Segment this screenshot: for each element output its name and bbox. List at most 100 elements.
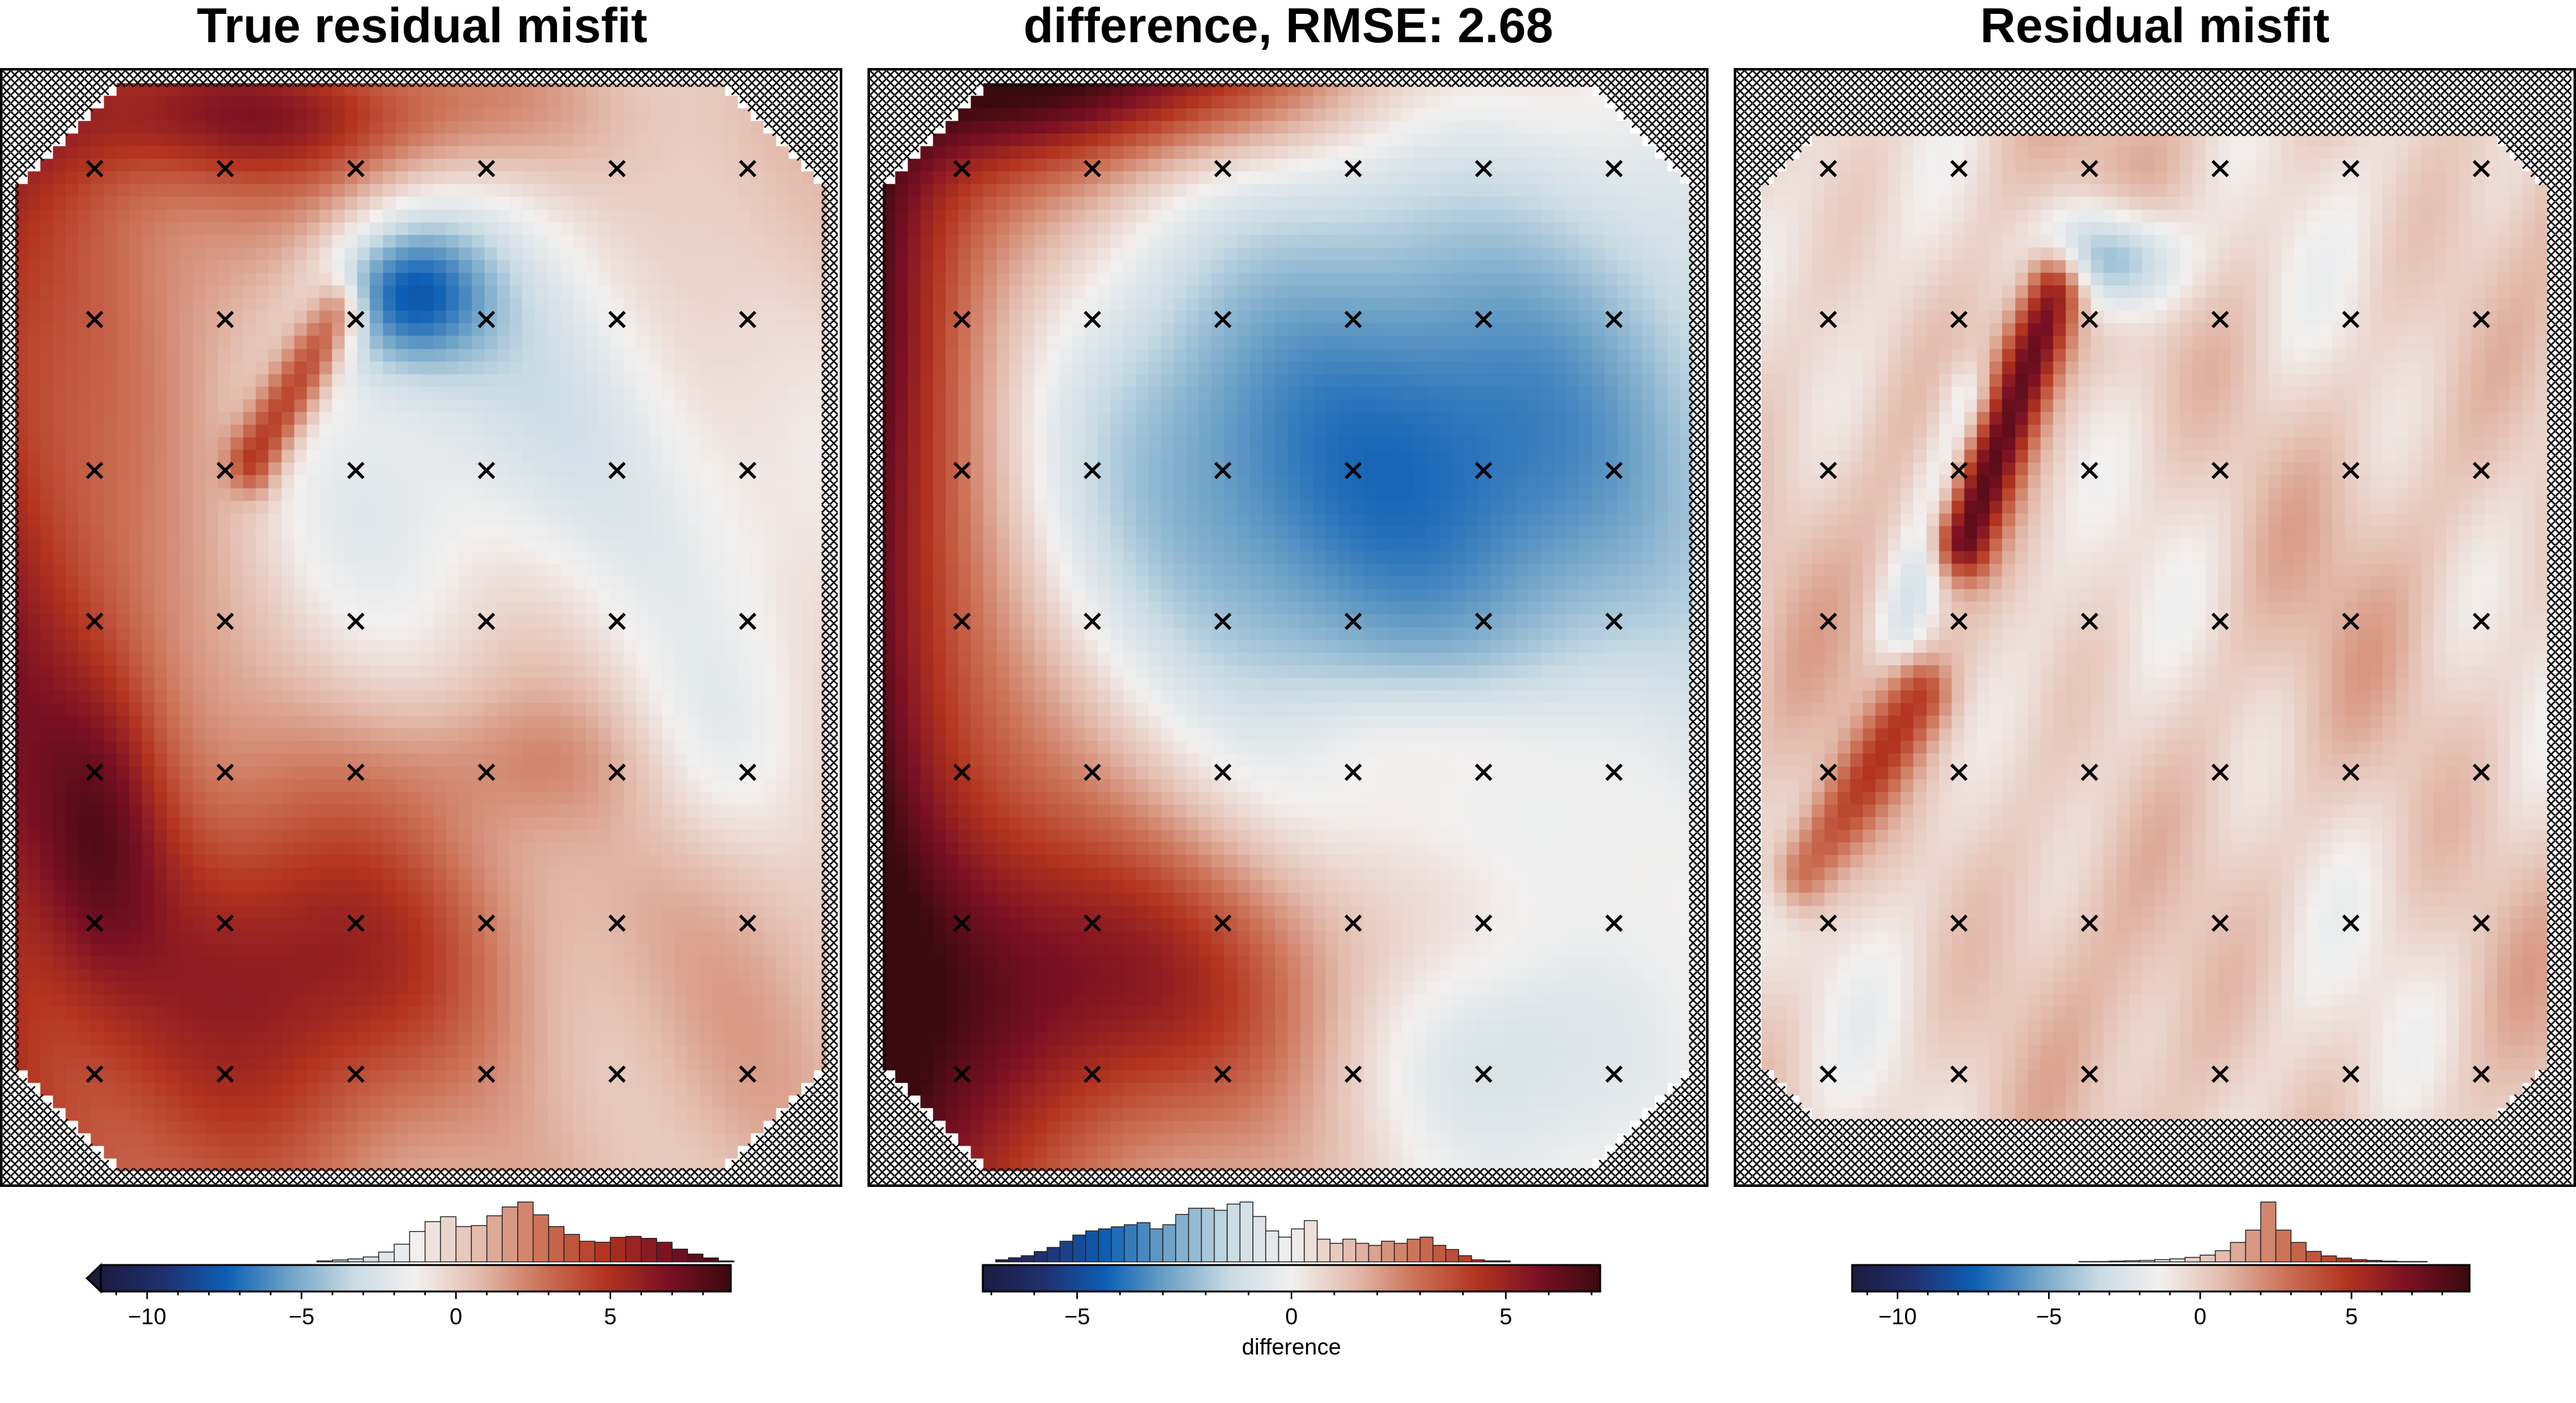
cross-icon xyxy=(2211,1065,2229,1083)
histogram-bar xyxy=(316,1260,333,1263)
histogram-bar xyxy=(1111,1226,1125,1263)
histogram-bar xyxy=(1407,1239,1421,1263)
histogram-bar xyxy=(1046,1247,1061,1263)
histogram-bar xyxy=(1368,1245,1382,1263)
cross-icon xyxy=(2473,914,2490,932)
cross-icon xyxy=(1475,311,1492,328)
cross-icon xyxy=(2473,1065,2490,1083)
histogram-bar xyxy=(1162,1224,1176,1263)
histogram-bar xyxy=(2109,1261,2126,1263)
cross-icon xyxy=(216,1065,234,1083)
histogram-bar xyxy=(455,1226,472,1263)
cross-icon xyxy=(347,914,365,932)
mask-and-markers-true-residual xyxy=(3,71,839,1184)
histogram-bar xyxy=(2169,1258,2186,1263)
histogram-bar xyxy=(1394,1242,1408,1263)
colorbar-tick-label: −10 xyxy=(1879,1303,1917,1329)
map-difference xyxy=(867,68,1709,1187)
cross-icon xyxy=(86,311,103,328)
cross-icon xyxy=(1605,914,1623,932)
colorbar-true-residual: −10 −5 0 5 xyxy=(85,1201,735,1329)
histogram-bar xyxy=(1278,1236,1292,1263)
cross-icon xyxy=(2342,461,2360,479)
histogram-bar xyxy=(2320,1255,2337,1263)
cross-icon xyxy=(739,461,757,479)
colorbar-gradient xyxy=(1851,1264,2471,1293)
histogram-bar xyxy=(501,1206,518,1263)
cross-icon xyxy=(739,1065,757,1083)
histogram-bar xyxy=(2366,1259,2383,1263)
cross-icon xyxy=(216,159,234,178)
histogram-bar xyxy=(2184,1257,2201,1263)
cross-icon xyxy=(1344,612,1362,631)
cross-icon xyxy=(1950,914,1968,932)
histogram-bar xyxy=(2139,1259,2156,1263)
histogram-bar xyxy=(362,1256,379,1263)
cross-icon xyxy=(608,311,626,328)
cross-icon xyxy=(1344,1065,1362,1083)
colorbar-tick-label: 0 xyxy=(2194,1303,2206,1329)
colorbar-tick-label: −5 xyxy=(289,1303,314,1329)
cross-icon xyxy=(739,764,757,781)
histogram-bar xyxy=(1033,1251,1048,1263)
cross-icon xyxy=(347,612,365,631)
cross-icon xyxy=(216,311,234,328)
panel-title-left: True residual misfit xyxy=(197,0,648,53)
mask-hatch-left xyxy=(3,71,839,1184)
histogram-bar xyxy=(563,1234,580,1263)
cross-icon xyxy=(1950,1065,1968,1083)
cross-icon xyxy=(1475,764,1492,781)
cross-icon xyxy=(953,159,971,178)
cross-icon xyxy=(216,461,234,479)
histogram-bar xyxy=(1291,1228,1305,1263)
histogram-bar xyxy=(1432,1245,1446,1263)
histogram-bar xyxy=(1329,1242,1344,1263)
histogram-bar xyxy=(2396,1261,2413,1263)
cross-icon xyxy=(478,914,495,932)
histogram-bar xyxy=(995,1259,1009,1263)
cross-icon xyxy=(1475,914,1492,932)
mask-and-markers-difference xyxy=(870,71,1706,1184)
cross-icon xyxy=(953,461,971,479)
cross-icon xyxy=(2211,159,2229,178)
cross-icon xyxy=(1475,1065,1492,1083)
cross-icon xyxy=(953,914,971,932)
cross-icon xyxy=(2211,914,2229,932)
cross-icon xyxy=(2473,461,2490,479)
panel-title-right: Residual misfit xyxy=(1980,0,2330,53)
cross-icon xyxy=(2211,461,2229,479)
histogram-bar xyxy=(1123,1224,1138,1263)
cross-icon xyxy=(86,612,103,631)
cross-icon xyxy=(608,461,626,479)
colorbar-tick-label: 0 xyxy=(450,1303,462,1329)
cross-icon xyxy=(1605,159,1623,178)
histogram-bar xyxy=(2214,1250,2231,1263)
cross-icon xyxy=(347,1065,365,1083)
cross-icon xyxy=(2473,311,2490,328)
cross-icon xyxy=(953,764,971,781)
cross-icon xyxy=(216,612,234,631)
histogram-bar xyxy=(672,1249,689,1263)
cross-icon xyxy=(1084,159,1101,178)
cross-icon xyxy=(608,612,626,631)
cross-icon xyxy=(1214,914,1232,932)
histogram-bar xyxy=(517,1201,534,1263)
mask-and-markers-residual xyxy=(1736,71,2572,1184)
colorbar-tick-label: −5 xyxy=(1064,1303,1090,1329)
cross-icon xyxy=(2342,1065,2360,1083)
histogram-bar xyxy=(1021,1255,1035,1263)
cross-icon xyxy=(2081,764,2098,781)
colorbar-tick-label: 5 xyxy=(604,1303,617,1329)
histogram-bar xyxy=(2154,1259,2171,1263)
histogram-bar xyxy=(1265,1230,1279,1263)
colorbar-tick-label: 5 xyxy=(1499,1303,1512,1329)
cross-icon xyxy=(608,159,626,178)
colorbar-tick-label: 5 xyxy=(2345,1303,2358,1329)
colorbar-tick-label: −5 xyxy=(2036,1303,2062,1329)
histogram-bar xyxy=(1419,1236,1434,1263)
cross-icon xyxy=(1819,159,1837,178)
colorbar-tick-label: 0 xyxy=(1285,1303,1298,1329)
cross-icon xyxy=(1344,764,1362,781)
histogram-bar xyxy=(548,1226,564,1263)
cross-icon xyxy=(953,311,971,328)
